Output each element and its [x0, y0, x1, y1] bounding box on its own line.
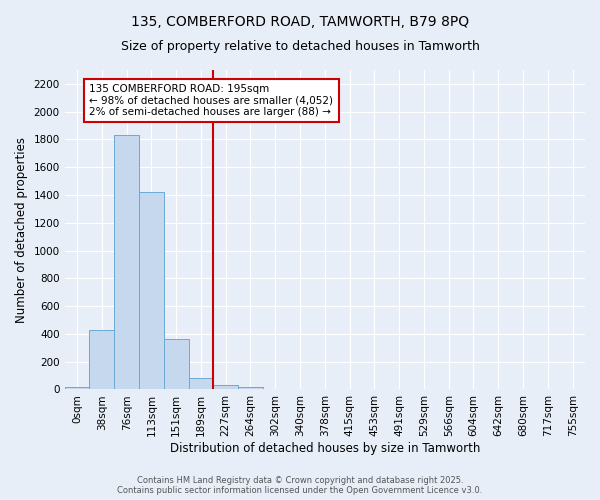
X-axis label: Distribution of detached houses by size in Tamworth: Distribution of detached houses by size …	[170, 442, 480, 455]
Bar	[114, 136, 139, 390]
Bar	[214, 386, 238, 390]
Bar	[89, 330, 114, 390]
Text: Size of property relative to detached houses in Tamworth: Size of property relative to detached ho…	[121, 40, 479, 53]
Text: 135, COMBERFORD ROAD, TAMWORTH, B79 8PQ: 135, COMBERFORD ROAD, TAMWORTH, B79 8PQ	[131, 15, 469, 29]
Text: 135 COMBERFORD ROAD: 195sqm
← 98% of detached houses are smaller (4,052)
2% of s: 135 COMBERFORD ROAD: 195sqm ← 98% of det…	[89, 84, 334, 117]
Bar	[238, 386, 263, 390]
Bar	[139, 192, 164, 390]
Bar	[164, 340, 188, 390]
Bar	[188, 378, 214, 390]
Y-axis label: Number of detached properties: Number of detached properties	[15, 136, 28, 322]
Bar	[65, 388, 89, 390]
Text: Contains HM Land Registry data © Crown copyright and database right 2025.
Contai: Contains HM Land Registry data © Crown c…	[118, 476, 482, 495]
